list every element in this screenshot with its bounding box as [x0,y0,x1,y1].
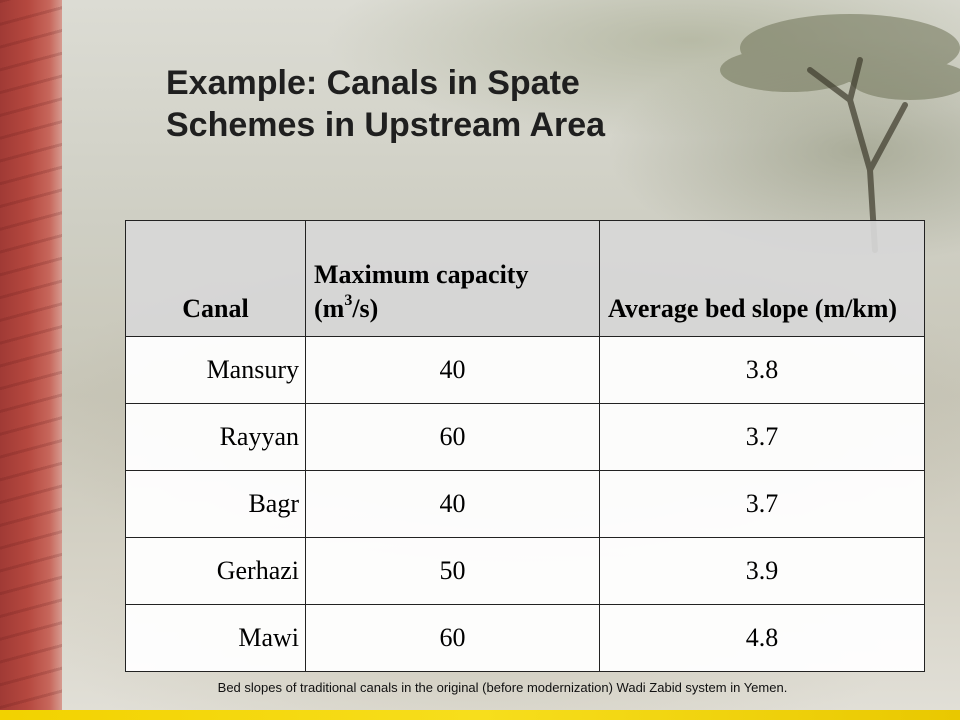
header-average-bed-slope: Average bed slope (m/km) [599,220,925,337]
cell-capacity: 50 [305,537,600,605]
header-max-capacity-suffix: /s) [352,294,379,323]
cell-slope: 3.9 [599,537,925,605]
table-row: Mansury 40 3.8 [125,336,925,404]
slide-title-line-1: Example: Canals in Spate [166,64,580,102]
cell-slope: 3.7 [599,403,925,471]
header-max-capacity-exponent: 3 [344,292,353,310]
header-max-capacity-prefix: Maximum capacity (m [314,260,529,323]
cell-capacity: 60 [305,403,600,471]
cell-canal: Mansury [125,336,306,404]
decorative-red-band [0,0,62,710]
cell-canal: Bagr [125,470,306,538]
table-row: Gerhazi 50 3.9 [125,537,925,605]
table-row: Mawi 60 4.8 [125,604,925,672]
table-caption: Bed slopes of traditional canals in the … [217,680,788,695]
header-canal: Canal [125,220,306,337]
table-row: Rayyan 60 3.7 [125,403,925,471]
cell-slope: 4.8 [599,604,925,672]
cell-slope: 3.8 [599,336,925,404]
slide-title: Example: Canals in Spate Schemes in Upst… [166,62,866,146]
cell-canal: Mawi [125,604,306,672]
table-row: Bagr 40 3.7 [125,470,925,538]
cell-capacity: 40 [305,336,600,404]
table-header-row: Canal Maximum capacity (m3/s) Average be… [125,220,925,337]
cell-capacity: 40 [305,470,600,538]
header-max-capacity: Maximum capacity (m3/s) [305,220,600,337]
cell-canal: Gerhazi [125,537,306,605]
slide-title-line-2: Schemes in Upstream Area [166,106,606,144]
canal-data-table: Canal Maximum capacity (m3/s) Average be… [125,220,925,672]
cell-canal: Rayyan [125,403,306,471]
cell-capacity: 60 [305,604,600,672]
decorative-yellow-bar [0,710,960,720]
cell-slope: 3.7 [599,470,925,538]
